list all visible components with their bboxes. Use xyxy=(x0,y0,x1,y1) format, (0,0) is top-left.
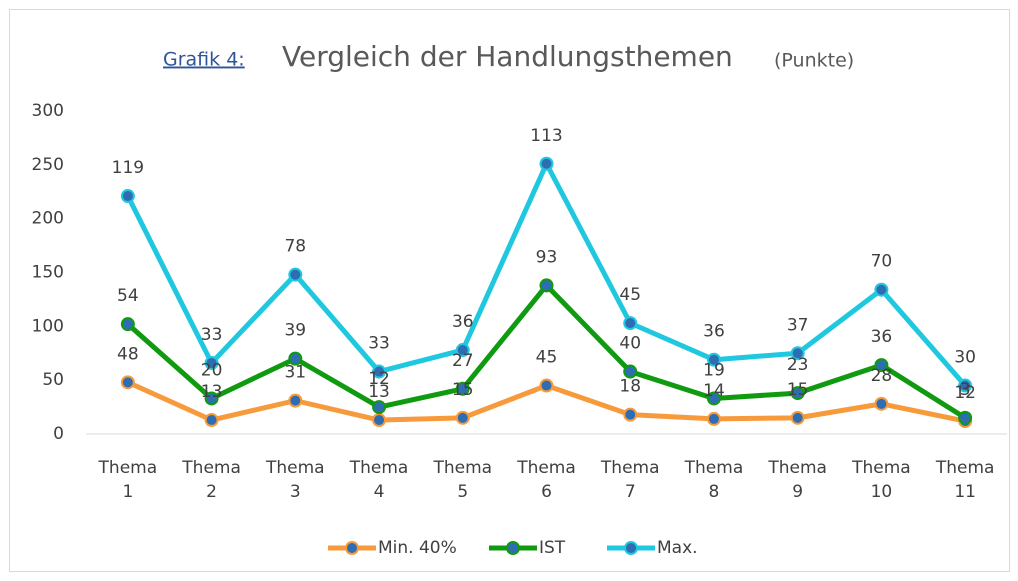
x-tick-label: Thema 3 xyxy=(265,458,325,502)
data-point xyxy=(539,156,554,171)
data-point xyxy=(120,189,135,204)
data-point xyxy=(874,396,889,411)
x-tick-label: Thema 4 xyxy=(349,458,409,502)
x-tick-label: Thema 2 xyxy=(181,458,241,502)
data-point xyxy=(288,393,303,408)
chart-title: Vergleich der Handlungsthemen xyxy=(282,40,733,73)
x-tick-label: Thema 6 xyxy=(516,458,576,502)
data-point xyxy=(874,358,889,373)
x-tick-label: Thema 8 xyxy=(684,458,744,502)
data-point xyxy=(120,375,135,390)
y-tick-label: 0 xyxy=(53,424,64,444)
data-label: 45 xyxy=(619,285,641,305)
data-label: 36 xyxy=(871,327,893,347)
data-label: 45 xyxy=(536,348,558,368)
data-label: 18 xyxy=(619,377,641,397)
data-point xyxy=(706,352,721,367)
data-point xyxy=(706,411,721,426)
data-point xyxy=(874,282,889,297)
data-point xyxy=(706,391,721,406)
data-point xyxy=(623,364,638,379)
chart-title-unit: (Punkte) xyxy=(774,50,854,72)
y-tick-label: 250 xyxy=(32,155,64,175)
data-label: 33 xyxy=(368,334,390,354)
legend-label: Min. 40% xyxy=(378,538,457,558)
x-tick-label: Thema 11 xyxy=(935,458,995,502)
data-point xyxy=(204,355,219,370)
data-label: 70 xyxy=(871,252,893,272)
data-point xyxy=(372,364,387,379)
data-point xyxy=(539,378,554,393)
data-label: 28 xyxy=(871,366,893,386)
legend-marker xyxy=(506,541,520,555)
x-tick-label: Thema 5 xyxy=(432,458,492,502)
data-label: 14 xyxy=(703,381,725,401)
data-label: 37 xyxy=(787,315,809,335)
data-label: 13 xyxy=(368,382,390,402)
data-label: 113 xyxy=(530,126,562,146)
data-label: 31 xyxy=(284,363,306,383)
legend-marker xyxy=(345,541,359,555)
legend-label: IST xyxy=(539,538,566,558)
data-point xyxy=(204,413,219,428)
data-label: 15 xyxy=(787,380,809,400)
data-label: 78 xyxy=(284,237,306,257)
data-label: 3 xyxy=(960,380,971,400)
data-point xyxy=(623,407,638,422)
x-tick-label: Thema 10 xyxy=(851,458,911,502)
chart-frame xyxy=(9,9,1010,572)
data-label: 12 xyxy=(954,383,976,403)
data-point xyxy=(288,267,303,282)
data-label: 12 xyxy=(368,369,390,389)
data-point xyxy=(372,413,387,428)
data-point xyxy=(372,400,387,415)
x-tick-label: Thema 1 xyxy=(98,458,158,502)
data-point xyxy=(623,316,638,331)
data-label: 23 xyxy=(787,355,809,375)
data-point xyxy=(958,378,973,393)
y-tick-label: 50 xyxy=(42,370,64,390)
legend-marker xyxy=(624,541,638,555)
chart-title-label: Grafik 4: xyxy=(163,49,245,71)
data-label: 33 xyxy=(201,325,223,345)
data-point xyxy=(204,391,219,406)
data-point xyxy=(790,386,805,401)
data-label: 119 xyxy=(112,158,144,178)
legend-label: Max. xyxy=(657,538,698,558)
data-point xyxy=(455,343,470,358)
x-tick-label: Thema 7 xyxy=(600,458,660,502)
x-tick-label: Thema 9 xyxy=(767,458,827,502)
data-label: 27 xyxy=(452,351,474,371)
data-label: 20 xyxy=(201,360,223,380)
data-point xyxy=(455,381,470,396)
data-point xyxy=(539,278,554,293)
data-point xyxy=(958,410,973,425)
y-tick-label: 150 xyxy=(32,263,64,283)
data-label: 30 xyxy=(954,348,976,368)
y-tick-label: 300 xyxy=(32,101,64,121)
data-label: 93 xyxy=(536,247,558,267)
data-label: 39 xyxy=(284,321,306,341)
data-label: 54 xyxy=(117,286,139,306)
data-label: 19 xyxy=(703,360,725,380)
data-label: 13 xyxy=(201,382,223,402)
y-tick-label: 200 xyxy=(32,209,64,229)
data-label: 36 xyxy=(703,322,725,342)
data-label: 36 xyxy=(452,312,474,332)
data-point xyxy=(790,346,805,361)
data-point xyxy=(455,410,470,425)
data-label: 15 xyxy=(452,380,474,400)
data-label: 40 xyxy=(619,334,641,354)
data-point xyxy=(120,317,135,332)
data-point xyxy=(288,351,303,366)
y-tick-label: 100 xyxy=(32,316,64,336)
data-point xyxy=(790,410,805,425)
data-label: 48 xyxy=(117,344,139,364)
